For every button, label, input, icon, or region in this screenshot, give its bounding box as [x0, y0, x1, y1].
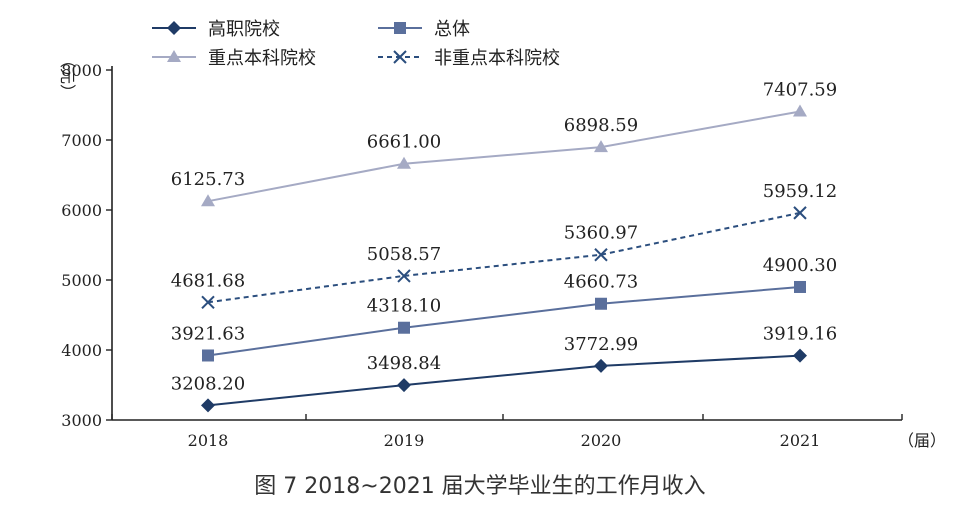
legend-item-1: 高职院校: [152, 19, 280, 40]
series-3: 6125.73 6661.00 6898.59 7407.59: [171, 79, 837, 207]
legend-marker: [167, 21, 181, 35]
marker-stroke: [201, 295, 215, 309]
axes: 3000 4000 5000 6000 7000 8000 2018 2019 2020 2021…: [58, 52, 946, 450]
data-label: 6125.73: [171, 169, 245, 190]
y-tick-label: 8000: [61, 61, 102, 80]
data-point: [397, 269, 411, 283]
legend-item-3: 重点本科院校: [152, 48, 316, 69]
data-point: [594, 358, 608, 373]
data-label: 3921.63: [171, 323, 245, 344]
data-point: [398, 321, 410, 334]
data-label: 3208.20: [171, 373, 245, 394]
legend-label: 高职院校: [208, 19, 280, 40]
y-tick-label: 3000: [61, 411, 102, 430]
data-point: [594, 248, 608, 262]
series-1: 3208.20 3498.84 3772.99 3919.16: [171, 324, 837, 413]
data-label: 4681.68: [171, 270, 245, 291]
marker-stroke: [393, 50, 407, 64]
legend-item-2: 总体: [378, 19, 470, 40]
data-point: [793, 348, 807, 363]
x-axis-unit: （届）: [898, 431, 946, 450]
y-tick-label: 6000: [61, 201, 102, 220]
x-tick-label: 2019: [384, 431, 425, 450]
legend-label: 非重点本科院校: [434, 48, 560, 69]
series-line: [207, 110, 801, 203]
series-line: [207, 211, 801, 304]
y-axis-unit: （元）: [58, 52, 77, 100]
data-point: [794, 280, 806, 293]
data-label: 4900.30: [763, 255, 837, 276]
series-4: 4681.68 5058.57 5360.97 5959.12: [171, 181, 837, 309]
data-point: [201, 194, 215, 207]
data-label: 3772.99: [564, 334, 638, 355]
chart-caption: 图 7 2018~2021 届大学毕业生的工作月收入: [254, 474, 706, 499]
series-line: [207, 354, 801, 407]
data-label: 4318.10: [367, 296, 441, 317]
data-point: [397, 378, 411, 393]
x-tick-label: 2021: [780, 431, 821, 450]
data-label: 6898.59: [564, 115, 638, 136]
marker-stroke: [793, 206, 807, 220]
data-label: 6661.00: [367, 132, 441, 153]
data-label: 5360.97: [564, 223, 638, 244]
series-2: 3921.63 4318.10 4660.73 4900.30: [171, 255, 837, 362]
data-point: [201, 295, 215, 309]
data-point: [202, 349, 214, 362]
data-point: [201, 398, 215, 413]
data-point: [793, 206, 807, 220]
x-tick-label: 2020: [581, 431, 622, 450]
x-tick-label: 2018: [188, 431, 229, 450]
y-tick-label: 4000: [61, 341, 102, 360]
data-label: 4660.73: [564, 272, 638, 293]
series-line: [207, 285, 801, 357]
y-tick-label: 7000: [61, 131, 102, 150]
data-point: [594, 140, 608, 153]
legend-item-4: 非重点本科院校: [378, 48, 560, 69]
data-point: [793, 104, 807, 117]
data-point: [397, 156, 411, 169]
legend-marker: [393, 50, 407, 64]
legend-label: 总体: [434, 19, 470, 40]
data-label: 3919.16: [763, 324, 837, 345]
marker-stroke: [397, 269, 411, 283]
data-label: 5058.57: [367, 244, 441, 265]
marker-stroke: [594, 248, 608, 262]
data-label: 7407.59: [763, 79, 837, 100]
legend-label: 重点本科院校: [208, 48, 316, 69]
series-layer: 3208.20 3498.84 3772.99 3919.16 3921.63 4318.…: [171, 79, 837, 413]
legend-marker: [167, 50, 181, 62]
y-tick-label: 5000: [61, 271, 102, 290]
data-point: [595, 297, 607, 310]
data-label: 3498.84: [367, 353, 441, 374]
legend-marker: [394, 22, 406, 34]
data-label: 5959.12: [763, 181, 837, 202]
